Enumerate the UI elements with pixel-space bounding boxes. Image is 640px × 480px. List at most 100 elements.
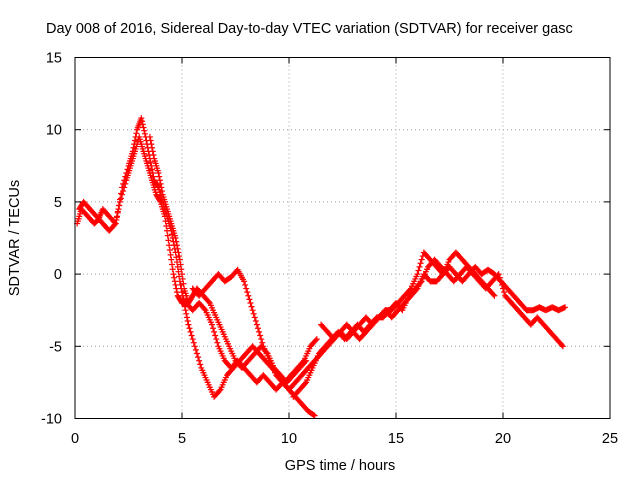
y-tick-label: -5: [49, 339, 62, 355]
data-point: [490, 291, 497, 298]
y-axis-label: SDTVAR / TECUs: [7, 180, 23, 296]
data-point: [176, 256, 183, 263]
data-point: [191, 343, 198, 350]
data-point: [201, 305, 208, 312]
data-point: [212, 332, 219, 339]
data-point: [251, 314, 258, 321]
data-point: [310, 411, 317, 418]
data-point: [253, 321, 260, 328]
data-point: [113, 214, 120, 221]
data-point: [166, 247, 173, 254]
data-point: [179, 275, 186, 282]
data-point: [164, 232, 171, 239]
y-tick-label: 0: [54, 267, 62, 283]
chart-title: Day 008 of 2016, Sidereal Day-to-day VTE…: [46, 21, 573, 37]
series-track-2: [76, 115, 320, 400]
data-point: [250, 310, 257, 317]
data-point: [246, 296, 253, 303]
data-point: [416, 263, 423, 270]
data-point: [183, 314, 190, 321]
data-point: [311, 412, 318, 419]
y-tick-label: 10: [46, 123, 62, 139]
x-tick-label: 25: [602, 431, 618, 447]
data-point: [131, 141, 138, 148]
series-track-6: [318, 263, 569, 343]
data-points: [74, 115, 569, 419]
grid: [75, 57, 610, 419]
data-point: [149, 144, 156, 151]
data-point: [247, 299, 254, 306]
data-point: [558, 342, 565, 349]
data-point: [213, 336, 220, 343]
data-point: [259, 339, 266, 346]
data-point: [118, 190, 125, 197]
data-point: [562, 304, 569, 311]
data-point: [197, 361, 204, 368]
data-point: [157, 180, 164, 187]
data-point: [189, 336, 196, 343]
data-point: [146, 133, 153, 140]
data-point: [208, 321, 215, 328]
x-tick-label: 10: [281, 431, 297, 447]
data-point: [177, 281, 184, 288]
data-point: [140, 124, 147, 131]
data-point: [170, 271, 177, 278]
data-point: [141, 127, 148, 134]
data-point: [414, 271, 421, 278]
x-tick-labels: 0 5 10 15 20 25: [71, 431, 618, 447]
x-tick-label: 20: [495, 431, 511, 447]
data-point: [114, 208, 121, 215]
data-point: [171, 274, 178, 281]
data-point: [195, 354, 202, 361]
data-point: [116, 196, 123, 203]
data-point: [156, 173, 163, 180]
x-tick-label: 0: [71, 431, 79, 447]
data-point: [210, 325, 217, 332]
data-point: [254, 325, 261, 332]
data-point: [155, 170, 162, 177]
data-point: [119, 184, 126, 191]
x-tick-label: 5: [178, 431, 186, 447]
data-point: [491, 292, 498, 299]
data-point: [302, 380, 309, 387]
data-point: [158, 184, 165, 191]
data-point: [172, 235, 179, 241]
y-tick-label: 5: [54, 195, 62, 211]
data-point: [190, 339, 197, 346]
data-point: [256, 328, 263, 335]
data-point: [133, 130, 140, 137]
data-point: [138, 115, 145, 122]
data-point: [149, 166, 156, 173]
data-point: [178, 266, 185, 273]
data-point: [245, 292, 252, 299]
data-point: [248, 303, 255, 310]
data-point: [185, 321, 192, 328]
data-point: [147, 159, 154, 166]
data-point: [147, 137, 154, 144]
data-point: [180, 280, 187, 287]
data-point: [243, 285, 250, 292]
data-point: [184, 318, 191, 325]
data-point: [122, 173, 129, 180]
data-point: [182, 307, 189, 314]
data-point: [139, 118, 146, 125]
data-point: [169, 261, 176, 268]
data-point: [141, 130, 148, 137]
data-point: [174, 245, 181, 252]
data-point: [156, 177, 163, 184]
data-point: [214, 339, 221, 346]
data-point: [130, 144, 137, 151]
data-point: [111, 221, 118, 228]
data-point: [192, 346, 199, 353]
data-point: [120, 180, 127, 187]
y-tick-label: -10: [41, 412, 62, 428]
data-point: [150, 151, 157, 158]
data-point: [176, 253, 183, 260]
data-point: [257, 332, 264, 339]
data-point: [180, 296, 187, 303]
plot-frame: [74, 57, 611, 419]
data-point: [415, 267, 422, 274]
data-point: [174, 242, 181, 249]
data-point: [159, 188, 166, 195]
